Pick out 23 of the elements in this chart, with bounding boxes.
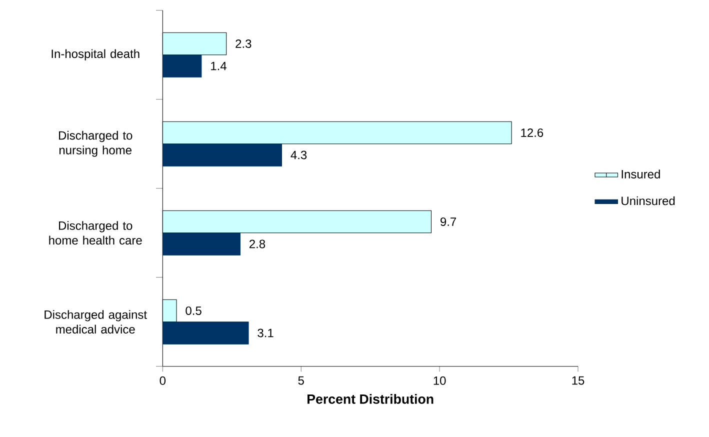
data-label: 1.4 <box>211 62 226 70</box>
data-label: 2.8 <box>250 240 266 248</box>
y-tick-label: Discharged to nursing home <box>58 130 132 157</box>
legend-label: Uninsured <box>622 196 675 206</box>
x-tick-label: 10 <box>434 376 446 385</box>
x-tick-label: 15 <box>572 376 584 385</box>
data-label: 0.5 <box>186 306 202 315</box>
x-tick-label: 0 <box>160 376 166 385</box>
data-label: 12.6 <box>521 128 544 137</box>
x-axis-title: Percent Distribution <box>308 394 434 404</box>
y-tick-label: In-hospital death <box>52 49 140 60</box>
data-label: 3.1 <box>258 328 274 338</box>
bar <box>162 232 240 256</box>
x-tick-label: 5 <box>298 376 304 385</box>
y-tick-label: Discharged to home health care <box>49 221 142 245</box>
legend-label: Insured <box>622 170 660 178</box>
data-label: 4.3 <box>290 150 307 160</box>
bar <box>162 144 282 166</box>
bar <box>162 322 249 344</box>
y-tick-label: Discharged against medical advice <box>44 310 147 334</box>
data-label: 2.3 <box>236 39 252 48</box>
data-label: 9.7 <box>440 217 456 226</box>
bar <box>162 54 202 78</box>
